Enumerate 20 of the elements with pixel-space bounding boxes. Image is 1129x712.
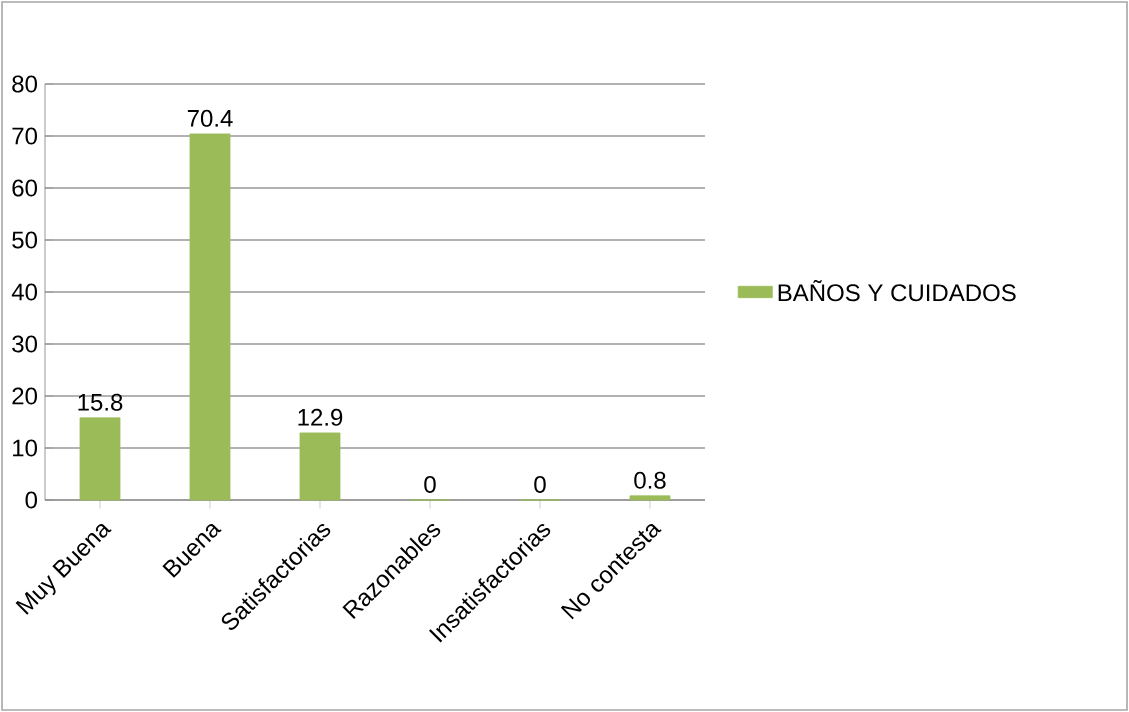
data-label: 70.4 — [187, 109, 233, 127]
y-tick-label: 0 — [25, 491, 38, 509]
bar — [629, 495, 671, 501]
y-tick-label: 40 — [11, 283, 37, 301]
y-tick-label: 10 — [13, 439, 37, 457]
data-label: 0 — [534, 475, 546, 493]
y-tick-label: 80 — [12, 75, 37, 93]
y-tick-label: 20 — [12, 387, 37, 405]
y-tick-label: 60 — [12, 179, 37, 197]
y-tick-label: 30 — [12, 335, 37, 353]
data-label: 0 — [424, 475, 436, 493]
y-tick-label: 50 — [12, 231, 37, 249]
bar — [79, 417, 121, 501]
bar — [189, 133, 231, 501]
y-tick-label: 70 — [12, 127, 37, 145]
data-label: 15.8 — [78, 393, 123, 411]
data-label: 12.9 — [298, 408, 343, 426]
bar — [299, 432, 341, 501]
legend-label: BAÑOS Y CUIDADOS — [778, 279, 1016, 302]
data-label: 0.8 — [634, 471, 666, 489]
